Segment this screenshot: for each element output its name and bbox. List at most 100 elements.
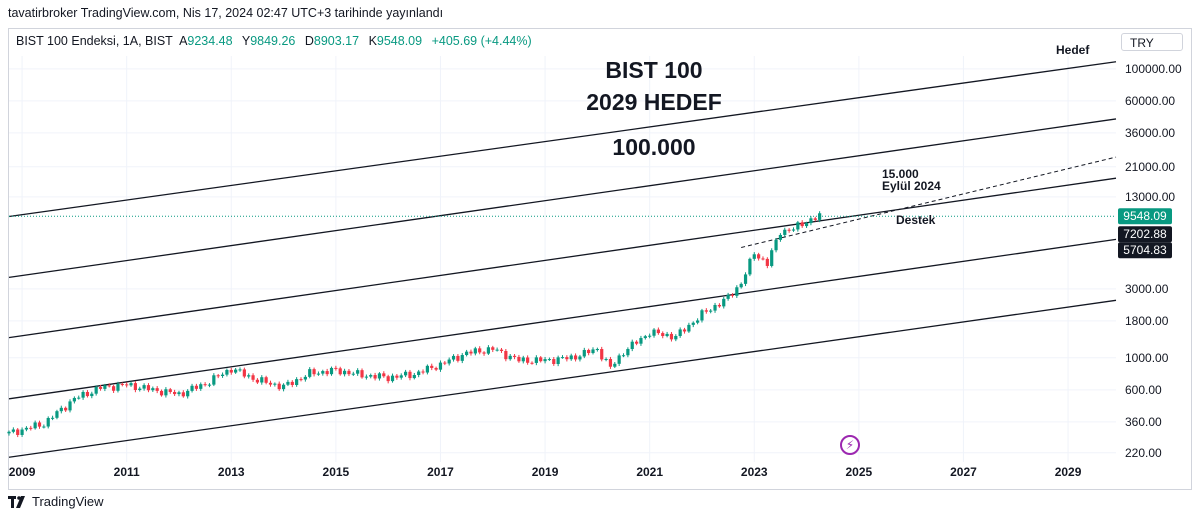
candle-body	[42, 426, 46, 428]
candle-body	[33, 422, 37, 429]
candle-body	[421, 371, 425, 373]
candle-body	[678, 329, 682, 336]
chart-frame	[8, 28, 1192, 490]
candle-body	[499, 349, 504, 351]
candle-body	[216, 375, 220, 377]
time-axis-tick-label: 2021	[636, 465, 663, 479]
symbol-legend: BIST 100 Endeksi, 1A, BIST A9234.48 Y984…	[16, 34, 538, 48]
candle-body	[190, 385, 194, 391]
candle-body	[530, 362, 534, 364]
time-axis-tick-label: 2015	[323, 465, 350, 479]
candle-body	[103, 385, 107, 389]
candle-body	[465, 351, 469, 356]
price-axis-tick-label: 220.00	[1125, 446, 1162, 460]
candle-body	[129, 383, 133, 386]
currency-button[interactable]: TRY	[1121, 33, 1183, 51]
candle-body	[547, 359, 552, 361]
candle-body	[64, 407, 68, 411]
candle-body	[142, 385, 146, 389]
candle-body	[85, 391, 90, 397]
high-label: Y	[241, 34, 251, 48]
candle-body	[24, 427, 29, 430]
candle-body	[268, 382, 273, 385]
price-axis-tick-label: 13000.00	[1125, 190, 1175, 204]
candle-body	[809, 218, 813, 224]
candle-body	[417, 371, 421, 376]
candle-body	[255, 379, 260, 383]
time-axis-tick-label: 2017	[427, 465, 454, 479]
candle-body	[608, 358, 613, 367]
price-axis-tick-label: 3000.00	[1125, 282, 1169, 296]
candle-body	[661, 333, 665, 337]
candle-body	[20, 429, 24, 435]
candle-body	[220, 374, 225, 376]
candle-body	[125, 384, 129, 386]
candle-body	[512, 355, 517, 357]
price-label-text: 9548.09	[1123, 209, 1167, 223]
candle-body	[81, 391, 85, 398]
candle-body	[735, 287, 739, 296]
tradingview-logo-icon	[8, 495, 25, 508]
lightning-event-icon[interactable]: ⚡	[840, 435, 860, 455]
candle-body	[443, 362, 447, 364]
candle-body	[665, 333, 669, 337]
candle-body	[404, 371, 408, 376]
candle-body	[68, 401, 72, 411]
candle-body	[412, 375, 416, 379]
candle-body	[177, 392, 181, 395]
candle-body	[55, 411, 59, 418]
candle-body	[133, 383, 137, 390]
candle-body	[242, 369, 246, 377]
candle-body	[726, 294, 730, 299]
candle-body	[648, 335, 652, 337]
time-axis-tick-label: 2029	[1055, 465, 1082, 479]
candle-body	[234, 369, 238, 373]
annotation-title-line-1: BIST 100	[605, 57, 702, 83]
candle-body	[791, 229, 796, 231]
candle-body	[800, 222, 804, 227]
price-label-box	[1118, 208, 1172, 225]
candle-body	[11, 429, 15, 432]
candle-body	[347, 370, 351, 375]
open-label: A	[179, 34, 188, 48]
candle-body	[16, 429, 20, 435]
price-axis-tick-label: 600.00	[1125, 383, 1162, 397]
candle-body	[155, 388, 159, 391]
support-dashed-line	[741, 156, 1117, 248]
candle-body	[456, 355, 460, 361]
annotation-mid-target-date: Eylül 2024	[882, 179, 941, 193]
candle-body	[151, 388, 155, 391]
channel-line	[8, 299, 1117, 458]
candle-body	[504, 350, 508, 360]
candle-body	[7, 431, 11, 434]
candle-body	[425, 365, 429, 373]
candle-body	[582, 349, 586, 357]
low-label: D	[304, 34, 314, 48]
candle-body	[569, 355, 573, 360]
candle-body	[556, 357, 560, 365]
candle-body	[565, 357, 569, 360]
candle-body	[765, 258, 769, 266]
candle-body	[281, 384, 286, 390]
candle-body	[687, 324, 691, 332]
candle-body	[351, 373, 355, 375]
candle-body	[508, 355, 512, 360]
price-label-text: 7202.88	[1123, 227, 1167, 241]
candle-body	[696, 320, 700, 323]
time-axis-tick-label: 2025	[846, 465, 873, 479]
candle-body	[591, 349, 595, 354]
candle-body	[164, 389, 168, 396]
candle-body	[796, 222, 800, 230]
candle-body	[408, 371, 412, 379]
candle-body	[682, 329, 687, 332]
candle-body	[451, 355, 456, 360]
price-axis: 100000.00 60000.00 36000.00 21000.00 13000.0…	[1125, 62, 1182, 460]
candle-body	[342, 370, 347, 375]
candle-body	[72, 397, 76, 402]
candle-body	[369, 375, 373, 377]
candle-body	[321, 371, 325, 374]
candle-body	[813, 218, 817, 220]
channel-line	[8, 61, 1117, 218]
price-labels-layer: 9548.09 7202.88 5704.83	[1118, 208, 1172, 259]
